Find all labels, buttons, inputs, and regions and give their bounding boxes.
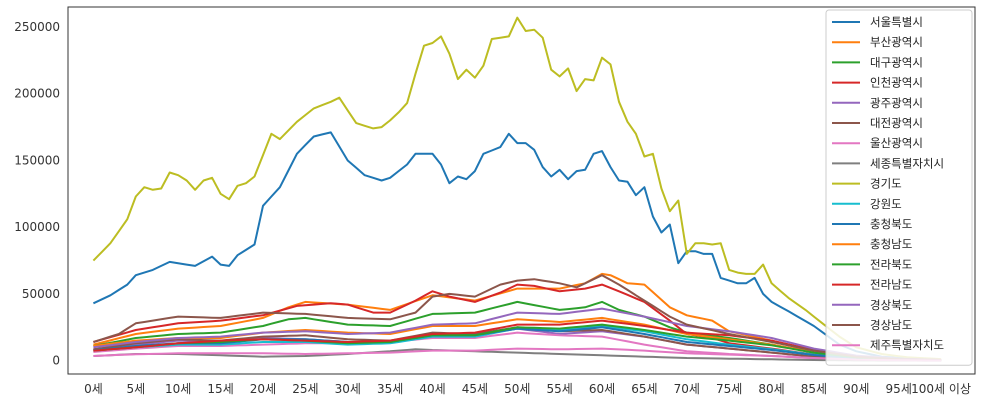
legend-label: 전라북도	[870, 257, 912, 271]
x-tick-label: 5세	[126, 382, 145, 396]
legend-label: 경상남도	[870, 318, 912, 332]
legend-box	[825, 9, 973, 366]
x-tick-label: 100세 이상	[911, 382, 971, 396]
x-axis: 0세 5세 10세 15세 20세 25세 30세 35세 40세 45세 50세 55세 60세 65세…	[84, 382, 971, 396]
x-tick-label: 25세	[292, 382, 318, 396]
x-tick-label: 10세	[165, 382, 191, 396]
series-lines	[92, 16, 942, 362]
x-tick-label: 30세	[335, 382, 361, 396]
series-line	[93, 347, 942, 362]
y-tick-label: 50000	[22, 287, 60, 301]
legend-label: 부산광역시	[870, 35, 923, 49]
x-tick-label: 65세	[631, 382, 657, 396]
series-line	[93, 348, 942, 362]
x-tick-label: 80세	[758, 382, 784, 396]
legend-label: 전라남도	[870, 278, 912, 292]
x-tick-label: 0세	[84, 382, 103, 396]
x-tick-label: 50세	[504, 382, 530, 396]
legend-label: 충청북도	[870, 217, 912, 231]
y-axis: 0 50000 100000 150000 200000 250000	[14, 20, 60, 368]
legend-label: 인천광역시	[870, 76, 923, 90]
legend-label: 대구광역시	[870, 55, 923, 69]
legend-label: 경상북도	[870, 298, 912, 312]
legend-label: 세종특별자치시	[870, 156, 944, 170]
x-tick-label: 70세	[674, 382, 700, 396]
legend-label: 제주특별자치도	[870, 338, 944, 352]
legend: 서울특별시부산광역시대구광역시인천광역시광주광역시대전광역시울산광역시세종특별자…	[825, 9, 973, 366]
y-tick-label: 0	[52, 354, 60, 368]
y-tick-label: 150000	[14, 153, 60, 167]
x-tick-label: 35세	[377, 382, 403, 396]
legend-label: 경기도	[870, 177, 902, 191]
legend-label: 대전광역시	[870, 116, 923, 130]
x-tick-label: 60세	[589, 382, 615, 396]
x-tick-label: 95세	[886, 382, 912, 396]
series-line	[92, 131, 942, 361]
legend-label: 서울특별시	[870, 15, 923, 29]
y-tick-label: 200000	[14, 87, 60, 101]
legend-label: 강원도	[870, 197, 902, 211]
series-line	[92, 16, 942, 361]
x-tick-label: 40세	[419, 382, 445, 396]
x-tick-label: 90세	[843, 382, 869, 396]
y-tick-label: 100000	[14, 220, 60, 234]
x-tick-label: 75세	[716, 382, 742, 396]
legend-label: 충청남도	[870, 237, 912, 251]
x-tick-label: 55세	[546, 382, 572, 396]
x-tick-label: 15세	[207, 382, 233, 396]
x-tick-label: 45세	[462, 382, 488, 396]
series-line	[93, 274, 942, 361]
y-tick-label: 250000	[14, 20, 60, 34]
legend-label: 광주광역시	[870, 96, 923, 110]
legend-label: 울산광역시	[870, 136, 923, 150]
plot-frame	[67, 6, 976, 375]
series-line	[93, 307, 942, 361]
x-tick-label: 85세	[801, 382, 827, 396]
x-tick-label: 20세	[250, 382, 276, 396]
